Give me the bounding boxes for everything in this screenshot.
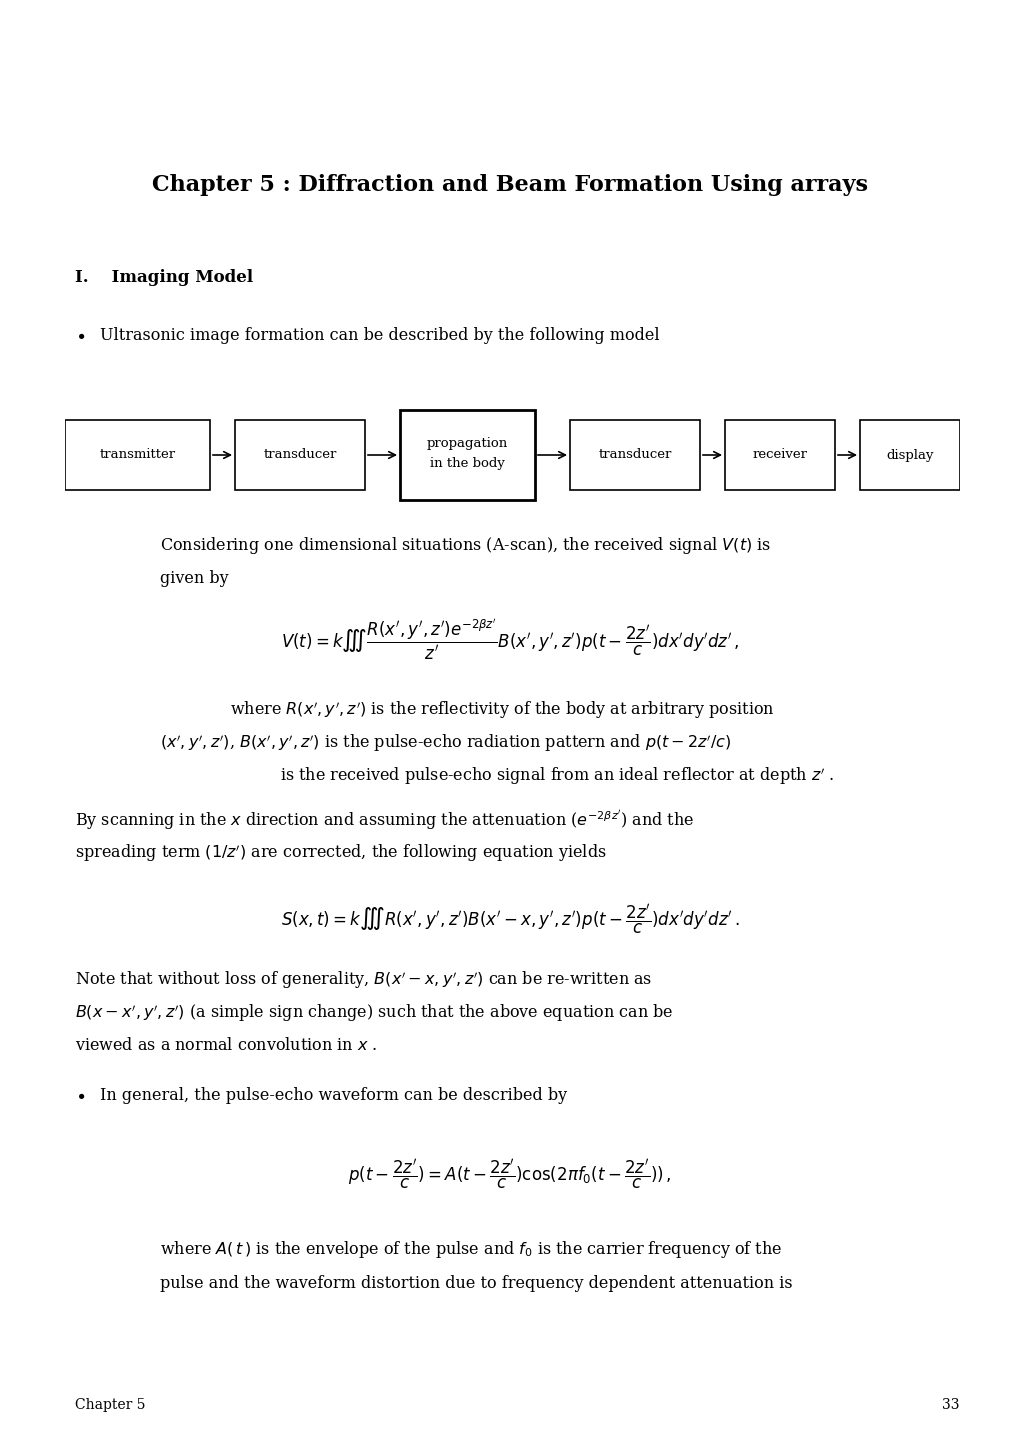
Text: Chapter 5: Chapter 5 [75, 1398, 146, 1413]
Text: 33: 33 [942, 1398, 959, 1413]
Text: pulse and the waveform distortion due to frequency dependent attenuation is: pulse and the waveform distortion due to… [160, 1274, 792, 1291]
Bar [399, 410, 535, 501]
Text: In general, the pulse-echo waveform can be described by: In general, the pulse-echo waveform can … [100, 1087, 567, 1104]
Text: By scanning in the $x$ direction and assuming the attenuation ($e^{-2\beta z^{\p: By scanning in the $x$ direction and ass… [75, 808, 694, 831]
Text: $V\left(t\right) = k\iiint \dfrac{R(x^{\prime},y^{\prime},z^{\prime})e^{-2\beta : $V\left(t\right) = k\iiint \dfrac{R(x^{\… [280, 618, 739, 662]
Text: $p(t-\dfrac{2z^{\prime}}{c}) = A(t-\dfrac{2z^{\prime}}{c})\cos(2\pi f_0(t-\dfrac: $p(t-\dfrac{2z^{\prime}}{c}) = A(t-\dfra… [347, 1157, 672, 1192]
Text: given by: given by [160, 570, 228, 586]
Text: viewed as a normal convolution in $x$ .: viewed as a normal convolution in $x$ . [75, 1038, 377, 1055]
Text: in the body: in the body [430, 456, 504, 469]
Text: where $A(\,t\,)$ is the envelope of the pulse and $f_0$ is the carrier frequency: where $A(\,t\,)$ is the envelope of the … [160, 1240, 782, 1261]
Text: I.    Imaging Model: I. Imaging Model [75, 270, 253, 287]
Text: Considering one dimensional situations (A-scan), the received signal $V\left(t\r: Considering one dimensional situations (… [160, 534, 770, 556]
Text: Ultrasonic image formation can be described by the following model: Ultrasonic image formation can be descri… [100, 326, 659, 343]
Bar [65, 420, 210, 491]
Text: receiver: receiver [752, 449, 807, 462]
Text: where $R(x^{\prime},y^{\prime},z^{\prime})$ is the reflectivity of the body at a: where $R(x^{\prime},y^{\prime},z^{\prime… [229, 700, 774, 720]
Text: $S(x,t) = k\iiint R(x^{\prime},y^{\prime},z^{\prime})B(x^{\prime}-x,y^{\prime},z: $S(x,t) = k\iiint R(x^{\prime},y^{\prime… [280, 903, 739, 937]
Text: is the received pulse-echo signal from an ideal reflector at depth $z^{\prime}$ : is the received pulse-echo signal from a… [280, 765, 834, 786]
Text: $\bullet$: $\bullet$ [75, 326, 86, 343]
Bar [234, 420, 365, 491]
Text: $B(x-x^{\prime},y^{\prime},z^{\prime})$ (a simple sign change) such that the abo: $B(x-x^{\prime},y^{\prime},z^{\prime})$ … [75, 1003, 673, 1023]
Bar [570, 420, 699, 491]
Text: transducer: transducer [263, 449, 336, 462]
Text: propagation: propagation [427, 436, 507, 450]
Bar [859, 420, 959, 491]
Text: spreading term $(1/z^{\prime})$ are corrected, the following equation yields: spreading term $(1/z^{\prime})$ are corr… [75, 843, 606, 864]
Bar [725, 420, 835, 491]
Text: display: display [886, 449, 932, 462]
Text: $(x^{\prime},y^{\prime},z^{\prime})$, $B(x^{\prime},y^{\prime},z^{\prime})$ is t: $(x^{\prime},y^{\prime},z^{\prime})$, $B… [160, 733, 731, 753]
Text: transmitter: transmitter [99, 449, 175, 462]
Text: Note that without loss of generality, $B(x^{\prime}-x,y^{\prime},z^{\prime})$ ca: Note that without loss of generality, $B… [75, 970, 652, 991]
Text: transducer: transducer [598, 449, 672, 462]
Text: Chapter 5 : Diffraction and Beam Formation Using arrays: Chapter 5 : Diffraction and Beam Formati… [152, 175, 867, 196]
Text: $\bullet$: $\bullet$ [75, 1087, 86, 1104]
